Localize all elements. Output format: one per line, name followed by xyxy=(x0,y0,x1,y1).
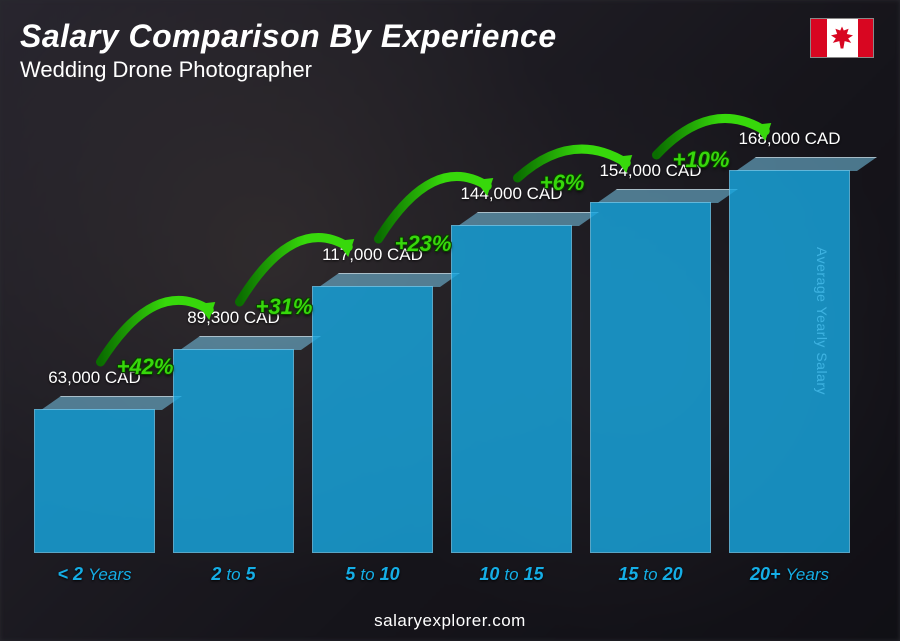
page-title: Salary Comparison By Experience xyxy=(20,18,880,55)
bar xyxy=(173,336,294,553)
page-subtitle: Wedding Drone Photographer xyxy=(20,57,880,83)
chart-container: Salary Comparison By Experience Wedding … xyxy=(0,0,900,641)
bar-slot: 144,000 CAD xyxy=(451,184,572,553)
bar-chart: 63,000 CAD 89,300 CAD 117,000 CAD 144,000 C… xyxy=(28,110,856,581)
canada-flag-icon xyxy=(810,18,874,58)
bar xyxy=(590,189,711,553)
bar-value-label: 117,000 CAD xyxy=(322,245,423,265)
bar-value-label: 144,000 CAD xyxy=(460,184,562,204)
bar-slot: 63,000 CAD xyxy=(34,368,155,553)
category-label: 10 to 15 xyxy=(451,564,572,585)
category-label: 5 to 10 xyxy=(312,564,433,585)
bar-value-label: 168,000 CAD xyxy=(738,129,840,149)
bar-slot: 168,000 CAD xyxy=(729,129,850,553)
bar-value-label: 154,000 CAD xyxy=(599,161,701,181)
category-label: 2 to 5 xyxy=(173,564,294,585)
bar-value-label: 89,300 CAD xyxy=(187,308,280,328)
footer-credit: salaryexplorer.com xyxy=(0,611,900,631)
bar xyxy=(34,396,155,553)
category-label: < 2 Years xyxy=(34,564,155,585)
bar-slot: 117,000 CAD xyxy=(312,245,433,553)
bar-slot: 89,300 CAD xyxy=(173,308,294,553)
bar xyxy=(312,273,433,553)
bar xyxy=(451,212,572,553)
bar-slot: 154,000 CAD xyxy=(590,161,711,553)
category-label: 20+ Years xyxy=(729,564,850,585)
bar xyxy=(729,157,850,553)
category-label: 15 to 20 xyxy=(590,564,711,585)
bar-value-label: 63,000 CAD xyxy=(48,368,141,388)
